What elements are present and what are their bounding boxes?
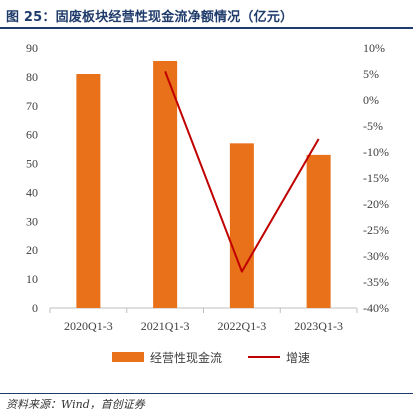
right-tick-label: 10% bbox=[363, 41, 385, 55]
chart-title: 图 25：固废板块经营性现金流净额情况（亿元） bbox=[6, 10, 294, 25]
right-tick-label: -10% bbox=[363, 145, 389, 159]
right-tick-label: -25% bbox=[363, 223, 389, 237]
left-tick-label: 50 bbox=[26, 157, 38, 171]
x-tick-label: 2020Q1-3 bbox=[64, 319, 113, 333]
right-tick-label: -15% bbox=[363, 171, 389, 185]
right-tick-label: -30% bbox=[363, 249, 389, 263]
bar bbox=[229, 143, 254, 308]
bar bbox=[153, 61, 178, 308]
right-axis-ticks: -40% -35% -30% -25% -20% -15% -10% -5% 0% 5% 10% bbox=[363, 41, 389, 315]
bar-series bbox=[76, 61, 331, 308]
legend-bar-swatch bbox=[112, 352, 144, 362]
axes bbox=[49, 307, 358, 313]
left-tick-label: 70 bbox=[26, 99, 38, 113]
left-tick-label: 30 bbox=[26, 214, 38, 228]
x-axis-ticks: 2020Q1-3 2021Q1-3 2022Q1-3 2023Q1-3 bbox=[64, 319, 343, 333]
left-tick-label: 90 bbox=[26, 41, 38, 55]
line-series bbox=[164, 71, 320, 273]
left-tick-label: 10 bbox=[26, 272, 38, 286]
right-tick-label: -5% bbox=[363, 119, 383, 133]
left-tick-label: 60 bbox=[26, 128, 38, 142]
left-tick-label: 0 bbox=[32, 301, 38, 315]
title-divider bbox=[0, 27, 413, 29]
source-note: 资料来源：Wind，首创证券 bbox=[6, 398, 145, 411]
left-tick-label: 40 bbox=[26, 185, 38, 199]
right-tick-label: -40% bbox=[363, 301, 389, 315]
right-tick-label: -20% bbox=[363, 197, 389, 211]
bar bbox=[306, 154, 331, 308]
legend-bar-label: 经营性现金流 bbox=[150, 350, 222, 365]
legend: 经营性现金流 增速 bbox=[112, 350, 310, 365]
left-tick-label: 80 bbox=[26, 70, 38, 84]
x-tick-label: 2021Q1-3 bbox=[141, 319, 190, 333]
x-tick-label: 2022Q1-3 bbox=[218, 319, 267, 333]
left-tick-label: 20 bbox=[26, 243, 38, 257]
left-axis-ticks: 0 10 20 30 40 50 60 70 80 90 bbox=[26, 41, 38, 315]
right-tick-label: 0% bbox=[363, 93, 379, 107]
x-tick-label: 2023Q1-3 bbox=[294, 319, 343, 333]
right-tick-label: 5% bbox=[363, 67, 379, 81]
right-tick-label: -35% bbox=[363, 275, 389, 289]
growth-line bbox=[164, 71, 320, 273]
source-divider bbox=[0, 393, 413, 394]
legend-line-label: 增速 bbox=[286, 351, 310, 365]
bar bbox=[76, 74, 101, 308]
